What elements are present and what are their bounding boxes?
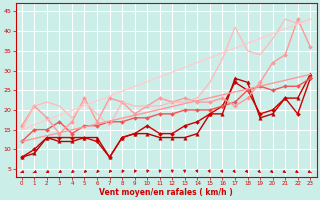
X-axis label: Vent moyen/en rafales ( km/h ): Vent moyen/en rafales ( km/h ) bbox=[99, 188, 233, 197]
